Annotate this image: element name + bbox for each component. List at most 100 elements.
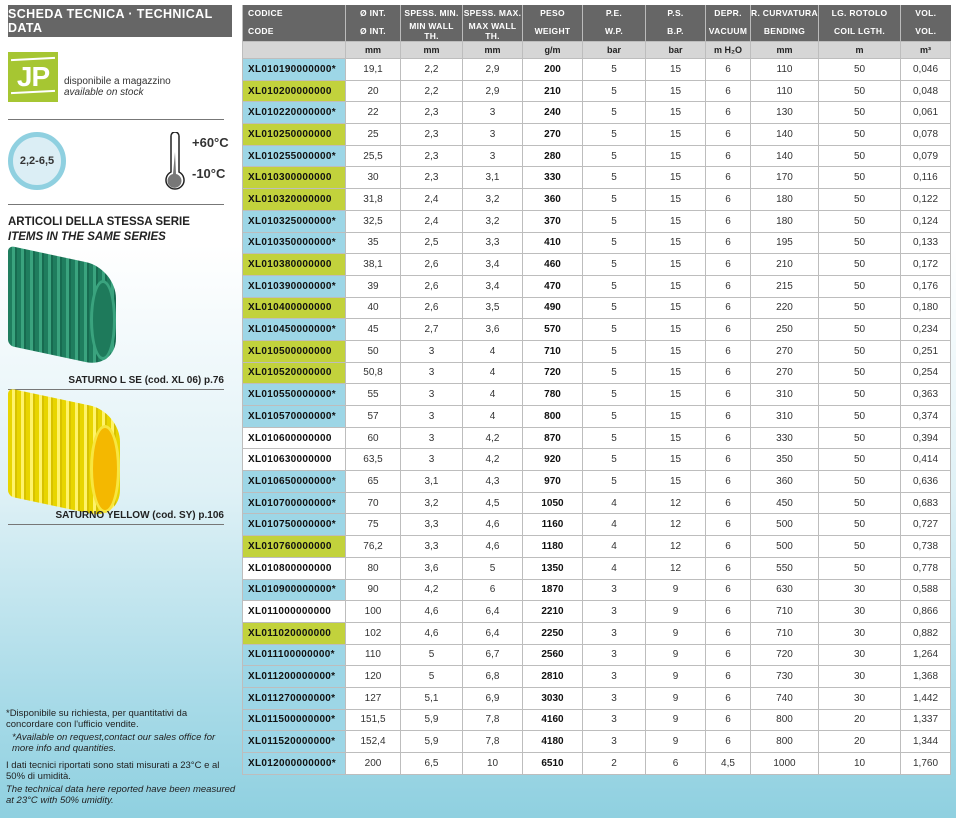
cell: 5 bbox=[582, 209, 646, 233]
cell: 5 bbox=[582, 361, 646, 385]
cell: 31,8 bbox=[345, 188, 401, 211]
cell: 50 bbox=[345, 339, 401, 363]
cell: 40 bbox=[345, 296, 401, 320]
cell: 6 bbox=[705, 730, 751, 753]
cell: 5 bbox=[582, 166, 646, 190]
cell: 270 bbox=[750, 361, 819, 385]
cell: 6 bbox=[705, 383, 751, 406]
cell: 2,9 bbox=[462, 79, 523, 103]
cell: 0,061 bbox=[900, 101, 951, 125]
unit-cell bbox=[242, 41, 346, 59]
cell: 50 bbox=[818, 144, 901, 168]
cell: 6 bbox=[462, 578, 523, 602]
cell: 50 bbox=[818, 513, 901, 537]
cell: 5 bbox=[582, 426, 646, 450]
cell: 50 bbox=[818, 79, 901, 103]
divider bbox=[8, 204, 224, 205]
table-row: XL010350000000* 35 2,5 3,3 410 5 15 6 195 50 0,133 bbox=[242, 231, 951, 255]
cell: 1160 bbox=[522, 513, 583, 537]
cell: 60 bbox=[345, 426, 401, 450]
cell: 3,4 bbox=[462, 253, 523, 276]
cell: 15 bbox=[645, 58, 706, 81]
cell: 350 bbox=[750, 448, 819, 472]
cell: 9 bbox=[645, 708, 706, 732]
unit-cell: m³ bbox=[900, 41, 951, 59]
cell: 152,4 bbox=[345, 730, 401, 753]
cell: 1000 bbox=[750, 752, 819, 775]
unit-cell: bar bbox=[582, 41, 646, 59]
product-code: XL010630000000 bbox=[242, 448, 346, 472]
cell: 720 bbox=[522, 361, 583, 385]
cell: 800 bbox=[522, 405, 583, 428]
related-caption[interactable]: SATURNO L SE (cod. XL 06) p.76 bbox=[68, 375, 224, 386]
cell: 1050 bbox=[522, 491, 583, 515]
product-code: XL010380000000 bbox=[242, 253, 346, 276]
same-series-heading: ARTICOLI DELLA STESSA SERIE ITEMS IN THE… bbox=[8, 215, 190, 245]
same-series-it: ARTICOLI DELLA STESSA SERIE bbox=[8, 216, 190, 228]
product-code: XL010600000000 bbox=[242, 426, 346, 450]
cell: 6 bbox=[705, 578, 751, 602]
cell: 3 bbox=[400, 426, 463, 450]
column-header-en: BENDING bbox=[750, 21, 819, 42]
cell: 9 bbox=[645, 578, 706, 602]
cell: 63,5 bbox=[345, 448, 401, 472]
cell: 710 bbox=[750, 621, 819, 645]
cell: 50 bbox=[818, 535, 901, 558]
column-header-en: WEIGHT bbox=[522, 21, 583, 42]
cell: 70 bbox=[345, 491, 401, 515]
cell: 6 bbox=[705, 665, 751, 688]
cell: 470 bbox=[522, 274, 583, 298]
cell: 15 bbox=[645, 253, 706, 276]
cell: 5 bbox=[582, 405, 646, 428]
cell: 12 bbox=[645, 491, 706, 515]
cell: 0,866 bbox=[900, 600, 951, 623]
cell: 4,3 bbox=[462, 470, 523, 493]
cell: 500 bbox=[750, 535, 819, 558]
cell: 1,760 bbox=[900, 752, 951, 775]
product-code: XL010200000000 bbox=[242, 79, 346, 103]
cell: 0,116 bbox=[900, 166, 951, 190]
cell: 2,2 bbox=[400, 58, 463, 81]
cell: 3 bbox=[400, 405, 463, 428]
cell: 6 bbox=[705, 621, 751, 645]
product-code: XL010550000000* bbox=[242, 383, 346, 406]
cell: 50 bbox=[818, 188, 901, 211]
cell: 6,4 bbox=[462, 621, 523, 645]
product-code: XL010190000000* bbox=[242, 58, 346, 81]
column-header: SPESS. MIN. bbox=[400, 5, 463, 21]
cell: 15 bbox=[645, 188, 706, 211]
cell: 15 bbox=[645, 231, 706, 255]
cell: 0,363 bbox=[900, 383, 951, 406]
cell: 6,4 bbox=[462, 600, 523, 623]
product-code: XL011000000000 bbox=[242, 600, 346, 623]
cell: 15 bbox=[645, 79, 706, 103]
cell: 6 bbox=[705, 274, 751, 298]
table-row: XL010200000000 20 2,2 2,9 210 5 15 6 110 50 0,048 bbox=[242, 79, 951, 103]
divider bbox=[8, 524, 224, 525]
cell: 4,6 bbox=[462, 535, 523, 558]
column-header-en: VACUUM bbox=[705, 21, 751, 42]
table-row: XL010630000000 63,5 3 4,2 920 5 15 6 350 50 0,414 bbox=[242, 448, 951, 472]
cell: 2,3 bbox=[400, 123, 463, 146]
cell: 180 bbox=[750, 188, 819, 211]
cell: 170 bbox=[750, 166, 819, 190]
product-code: XL011270000000* bbox=[242, 686, 346, 710]
cell: 6 bbox=[705, 253, 751, 276]
cell: 3,2 bbox=[400, 491, 463, 515]
column-header-en: Ø INT. bbox=[345, 21, 401, 42]
column-header-en: VOL. bbox=[900, 21, 951, 42]
cell: 450 bbox=[750, 491, 819, 515]
cell: 50 bbox=[818, 383, 901, 406]
cell: 310 bbox=[750, 383, 819, 406]
cell: 3 bbox=[462, 101, 523, 125]
cell: 710 bbox=[750, 600, 819, 623]
table-row: XL010450000000* 45 2,7 3,6 570 5 15 6 250 50 0,234 bbox=[242, 318, 951, 341]
cell: 65 bbox=[345, 470, 401, 493]
cell: 10 bbox=[462, 752, 523, 775]
related-caption[interactable]: SATURNO YELLOW (cod. SY) p.106 bbox=[55, 510, 224, 521]
cell: 9 bbox=[645, 686, 706, 710]
cell: 1,344 bbox=[900, 730, 951, 753]
cell: 4 bbox=[462, 383, 523, 406]
column-header: LG. ROTOLO bbox=[818, 5, 901, 21]
cell: 0,176 bbox=[900, 274, 951, 298]
